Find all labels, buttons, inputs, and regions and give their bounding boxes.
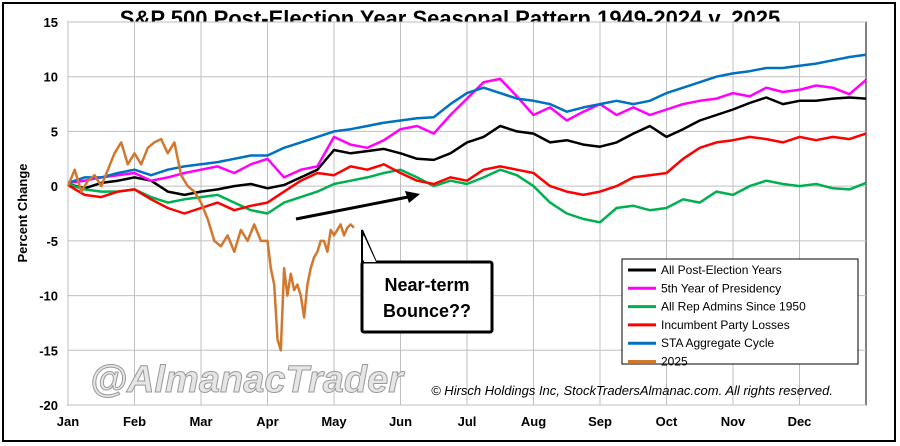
legend-label: Incumbent Party Losses	[661, 318, 790, 332]
x-tick-label: Dec	[788, 414, 812, 429]
y-tick-label: -15	[39, 343, 58, 358]
x-tick-labels: Jan Feb Mar Apr May Jun Jul Aug Sep Oct Nov Dec	[57, 414, 812, 429]
series-line-1	[67, 77, 867, 185]
series-line-4	[67, 53, 867, 185]
x-tick-label: Jan	[57, 414, 79, 429]
y-tick-label: -10	[39, 289, 58, 304]
legend-label: All Post-Election Years	[661, 263, 782, 277]
series-line-5	[66, 137, 355, 352]
x-tick-label: Feb	[123, 414, 146, 429]
x-tick-label: Mar	[189, 414, 212, 429]
y-tick-label: 10	[44, 70, 58, 85]
y-tick-label: -5	[46, 234, 58, 249]
legend: All Post-Election Years 5th Year of Presi…	[621, 258, 859, 369]
y-tick-label: 0	[51, 179, 58, 194]
legend-label: 2025	[661, 355, 688, 369]
y-tick-label: 5	[51, 124, 58, 139]
callout-box: Near-term Bounce??	[360, 229, 494, 334]
x-tick-label: Apr	[256, 414, 278, 429]
callout-line-1: Near-term	[384, 275, 469, 295]
watermark-text: @AlmanacTrader	[90, 359, 405, 401]
x-tick-label: Sep	[588, 414, 612, 429]
x-tick-label: Oct	[656, 414, 678, 429]
y-tick-labels: 15 10 5 0 -5 -10 -15 -20	[39, 15, 58, 413]
x-tick-label: Nov	[721, 414, 746, 429]
legend-label: 5th Year of Presidency	[661, 281, 781, 295]
x-tick-label: Jul	[458, 414, 477, 429]
legend-label: STA Aggregate Cycle	[661, 336, 775, 350]
series-line-3	[67, 132, 867, 215]
copyright-text: © Hirsch Holdings Inc, StockTradersAlman…	[431, 383, 833, 398]
y-axis-label: Percent Change	[15, 164, 30, 263]
trend-arrow	[295, 191, 420, 221]
x-tick-label: Jun	[389, 414, 412, 429]
x-tick-label: Aug	[521, 414, 546, 429]
x-tick-label: May	[321, 414, 347, 429]
series-line-0	[67, 96, 867, 197]
series-group	[66, 53, 867, 352]
legend-box	[621, 258, 859, 365]
series-line-2	[67, 168, 867, 224]
callout-line-2: Bounce??	[383, 301, 471, 321]
y-tick-label: -20	[39, 398, 58, 413]
y-tick-label: 15	[44, 15, 58, 30]
legend-label: All Rep Admins Since 1950	[661, 300, 806, 314]
